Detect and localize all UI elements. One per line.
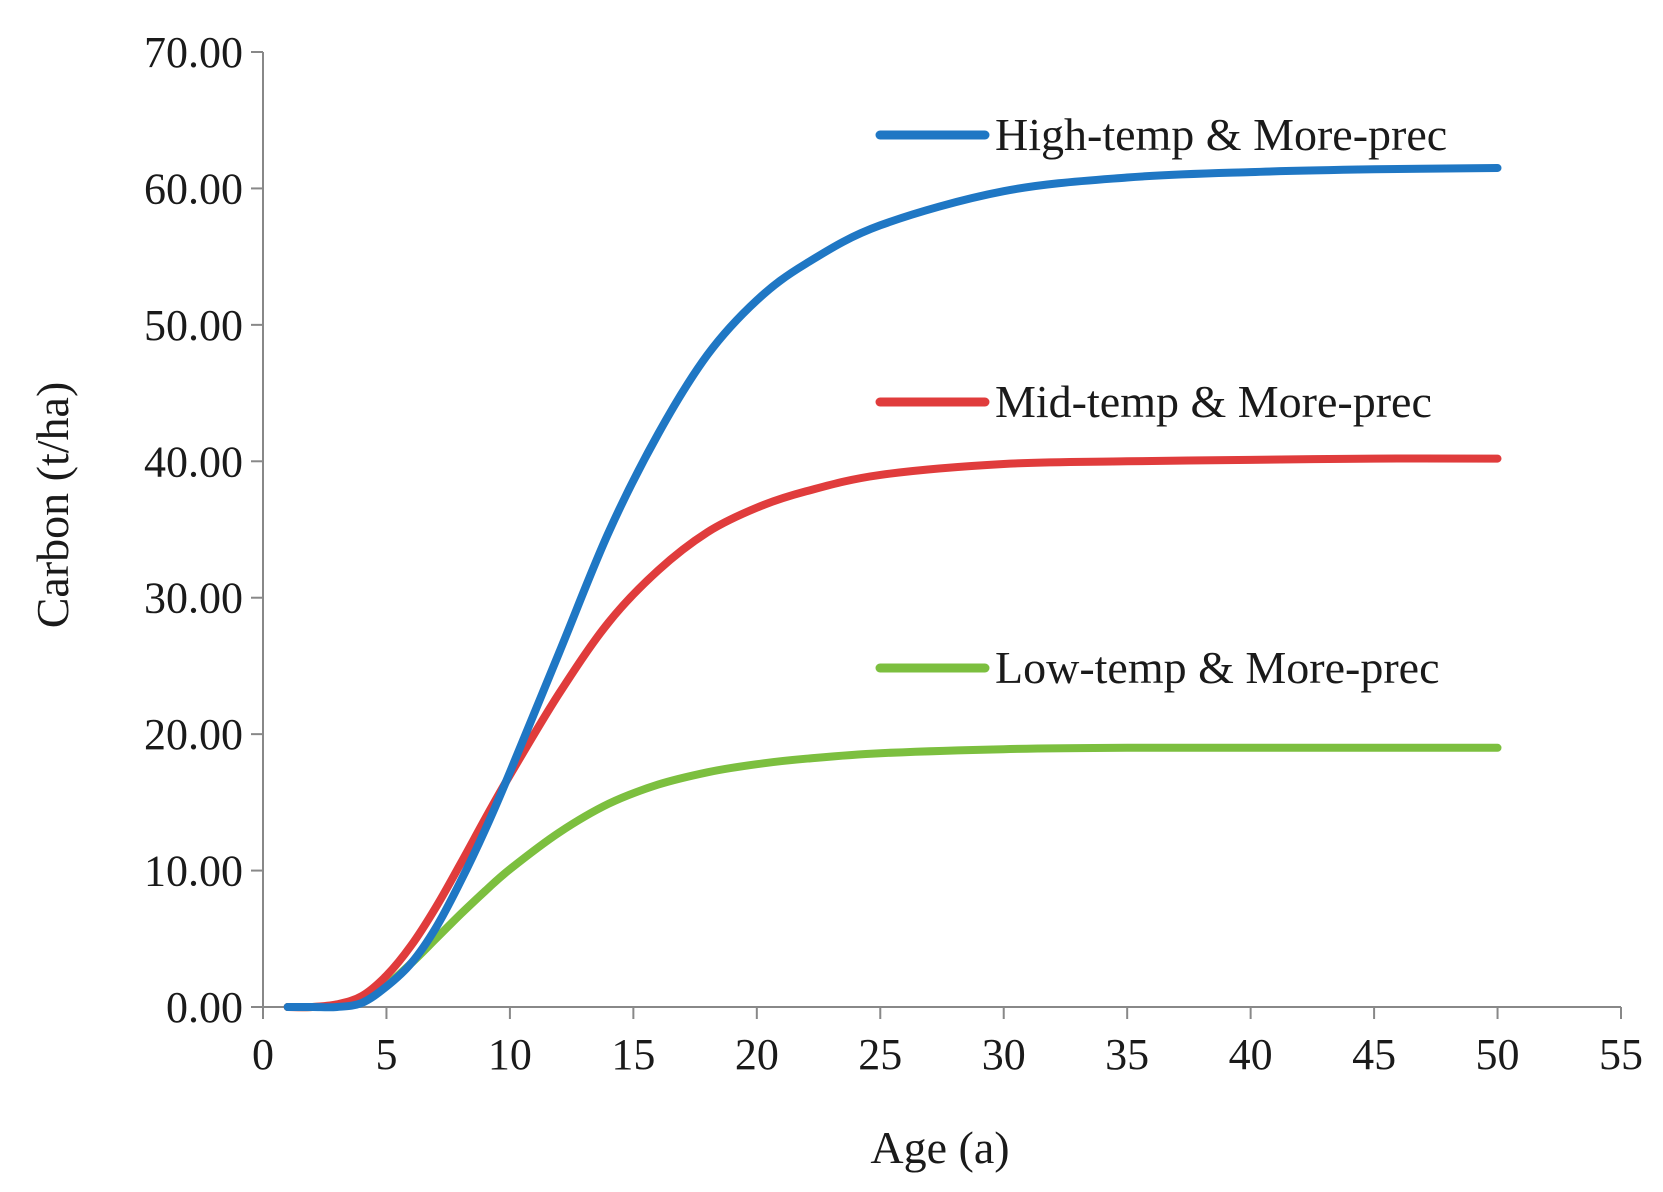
y-tick-label: 0.00	[166, 983, 243, 1032]
x-tick-label: 35	[1105, 1030, 1149, 1079]
x-tick-label: 40	[1229, 1030, 1273, 1079]
x-axis-title: Age (a)	[870, 1122, 1009, 1173]
legend-label: High-temp & More-prec	[995, 109, 1447, 160]
y-tick-label: 10.00	[144, 847, 243, 896]
legend-label: Mid-temp & More-prec	[995, 376, 1432, 427]
axes: 0.00 10.00 20.00 30.00 40.00 50.00 60.00 70.00 0…	[144, 28, 1643, 1079]
legend-label: Low-temp & More-prec	[995, 642, 1440, 693]
y-tick-label: 40.00	[144, 437, 243, 486]
y-tick-label: 70.00	[144, 28, 243, 77]
x-tick-label: 50	[1476, 1030, 1520, 1079]
series-line-mid-temp-more-prec	[283, 454, 1502, 1012]
x-tick-label: 10	[488, 1030, 532, 1079]
x-tick-label: 25	[858, 1030, 902, 1079]
x-tick-label: 5	[375, 1030, 397, 1079]
y-tick-label: 60.00	[144, 164, 243, 213]
x-tick-label: 15	[611, 1030, 655, 1079]
y-tick-label: 30.00	[144, 574, 243, 623]
x-tick-label: 30	[982, 1030, 1026, 1079]
y-tick-label: 50.00	[144, 301, 243, 350]
legend: High-temp & More-prec Mid-temp & More-pre…	[875, 109, 1447, 693]
x-tick-label: 45	[1352, 1030, 1396, 1079]
series-line-low-temp-more-prec	[283, 743, 1502, 1012]
x-tick-label: 55	[1599, 1030, 1643, 1079]
x-tick-label: 20	[735, 1030, 779, 1079]
series-line-high-temp-more-prec	[283, 164, 1502, 1012]
y-axis-title: Carbon (t/ha)	[27, 382, 78, 629]
x-tick-label: 0	[252, 1030, 274, 1079]
series-lines	[283, 164, 1502, 1012]
y-tick-label: 20.00	[144, 710, 243, 759]
